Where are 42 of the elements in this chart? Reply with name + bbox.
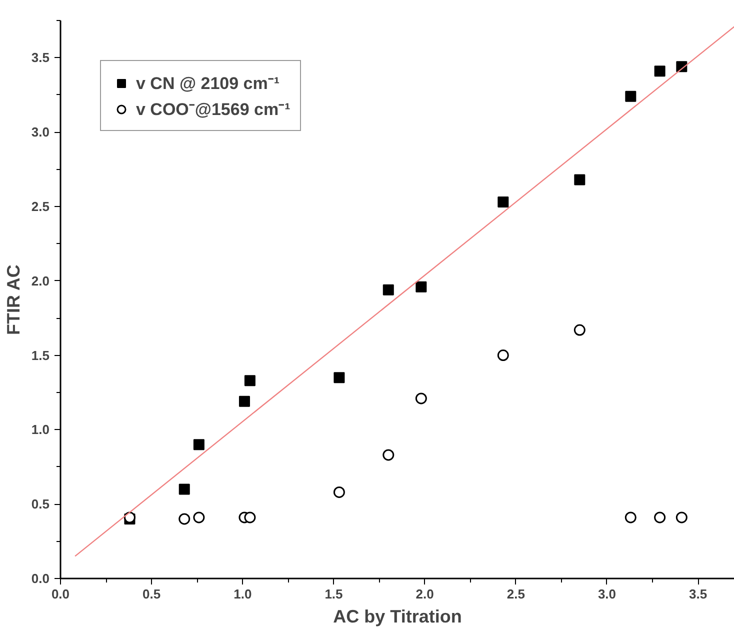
point [625, 90, 636, 102]
point [498, 196, 509, 208]
y-tick-label: 0.0 [31, 571, 50, 586]
point [178, 513, 190, 525]
point [416, 281, 427, 292]
point [193, 439, 204, 450]
y-tick-label: 1.0 [31, 422, 50, 438]
point [382, 284, 394, 296]
legend-label: v CN @ 2109 cm⁻¹ [136, 73, 280, 94]
y-tick-label: 2.0 [31, 273, 50, 288]
x-tick-label: 2.5 [506, 586, 525, 602]
point [624, 512, 636, 524]
point [178, 484, 190, 495]
point [654, 66, 666, 77]
x-tick-label: 0.0 [51, 586, 70, 602]
point [497, 350, 509, 362]
x-tick-label: 0.5 [142, 586, 161, 602]
y-tick-label: 1.5 [31, 348, 50, 363]
y-tick-label: 2.5 [31, 199, 50, 214]
point [333, 486, 345, 498]
y-tick-label: 0.5 [31, 496, 50, 512]
point [382, 449, 394, 461]
x-tick-label: 2.0 [416, 586, 434, 602]
x-tick-label: 1.5 [324, 586, 343, 602]
x-tick-label: 1.0 [234, 586, 252, 602]
point [244, 375, 256, 386]
point [238, 396, 250, 407]
point [415, 392, 427, 404]
point [574, 324, 586, 336]
legend-label: v COO⁻@1569 cm⁻¹ [136, 99, 290, 120]
y-tick-label: 3.5 [31, 50, 50, 66]
point [574, 174, 586, 186]
point [244, 512, 256, 524]
point [193, 512, 205, 524]
x-tick-label: 3.5 [689, 586, 708, 602]
x-axis-title: AC by Titration [333, 606, 462, 626]
point [654, 512, 666, 524]
x-tick-label: 3.0 [598, 586, 616, 602]
y-tick-label: 3.0 [31, 124, 50, 140]
point [676, 512, 688, 524]
y-axis-title: FTIR AC [3, 264, 24, 335]
point [334, 372, 345, 384]
